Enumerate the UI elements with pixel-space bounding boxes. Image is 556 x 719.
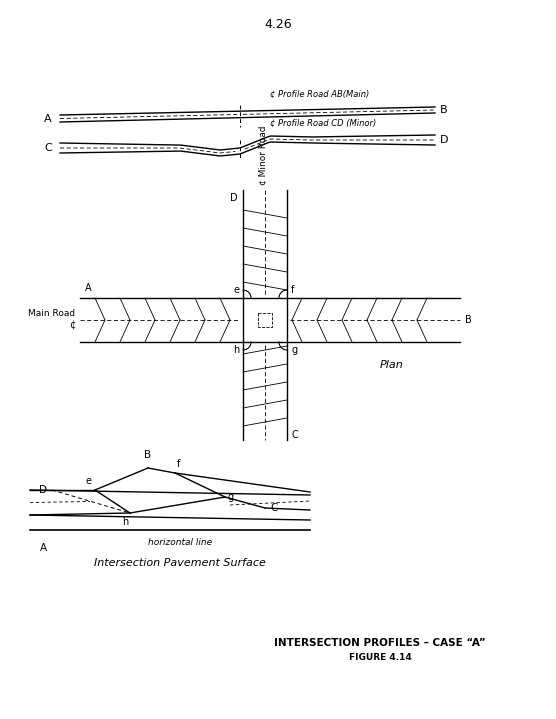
Text: f: f <box>291 285 294 295</box>
Text: B: B <box>440 105 448 115</box>
Text: e: e <box>233 285 239 295</box>
Text: FIGURE 4.14: FIGURE 4.14 <box>349 653 411 662</box>
Text: A: A <box>85 283 92 293</box>
Text: C: C <box>44 143 52 153</box>
Text: 4.26: 4.26 <box>264 18 292 31</box>
Bar <box>258 313 272 327</box>
Text: Plan: Plan <box>380 360 404 370</box>
Text: B: B <box>145 450 152 460</box>
Text: INTERSECTION PROFILES – CASE “A”: INTERSECTION PROFILES – CASE “A” <box>274 638 486 648</box>
Text: ¢: ¢ <box>69 320 75 330</box>
Text: Main Road: Main Road <box>28 308 75 318</box>
Text: e: e <box>86 476 92 486</box>
Text: ¢ Profile Road AB(Main): ¢ Profile Road AB(Main) <box>270 90 369 99</box>
Text: D: D <box>230 193 238 203</box>
Text: g: g <box>227 492 233 502</box>
Text: D: D <box>39 485 47 495</box>
Text: C: C <box>292 430 299 440</box>
Text: g: g <box>291 345 297 355</box>
Text: h: h <box>233 345 239 355</box>
Text: Intersection Pavement Surface: Intersection Pavement Surface <box>94 558 266 568</box>
Text: ¢ Profile Road CD (Minor): ¢ Profile Road CD (Minor) <box>270 119 376 128</box>
Text: f: f <box>177 459 180 469</box>
Text: C: C <box>270 503 277 513</box>
Text: A: A <box>44 114 52 124</box>
Text: A: A <box>40 543 47 553</box>
Text: h: h <box>122 517 128 527</box>
Text: B: B <box>465 315 471 325</box>
Text: D: D <box>440 135 449 145</box>
Text: horizontal line: horizontal line <box>148 538 212 547</box>
Text: ¢ Minor Road: ¢ Minor Road <box>259 126 268 185</box>
